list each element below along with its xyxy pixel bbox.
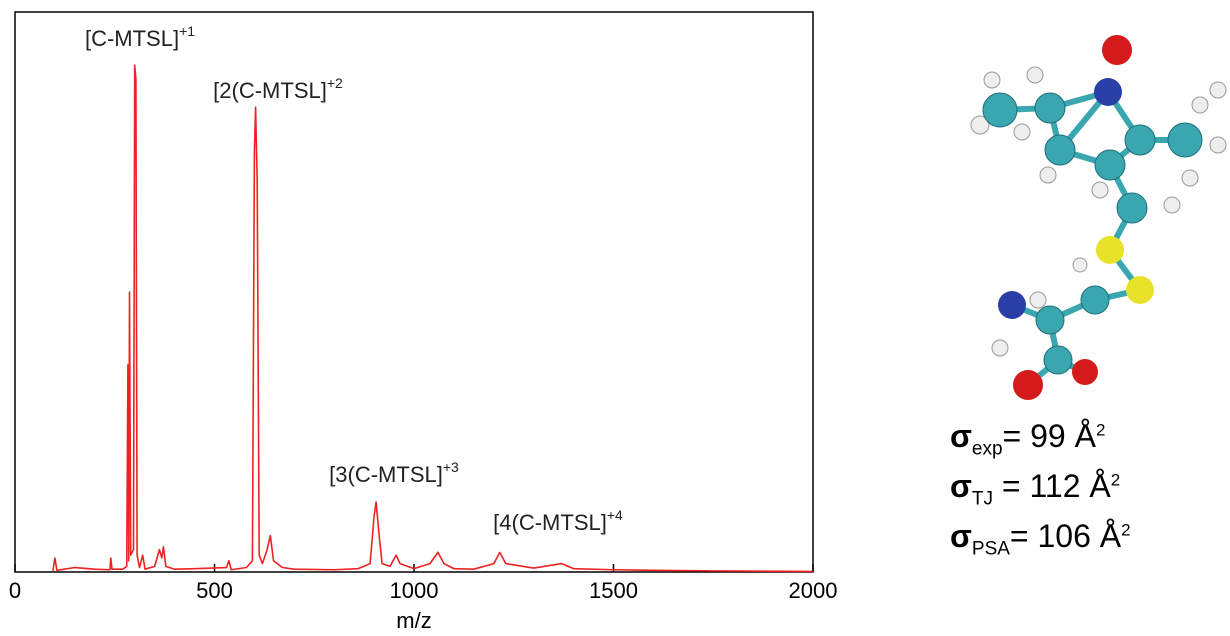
peak-annotation: [4(C-MTSL]+4 [493, 507, 623, 535]
sigma-subscript: TJ [972, 488, 993, 509]
sigma-symbol: σ [950, 418, 972, 454]
cross-section: σTJ = 112 Å2 [950, 468, 1120, 510]
sigma-value: = 106 Å [1010, 518, 1121, 554]
annotation-charge: +4 [607, 507, 623, 523]
sigma-value: = 99 Å [1003, 418, 1096, 454]
sigma-symbol: σ [950, 468, 972, 504]
annotation-text: [2(C-MTSL] [213, 78, 327, 103]
page: {"chart_data": {"type": "line", "xlabel"… [0, 0, 1230, 636]
x-axis-label: m/z [396, 608, 431, 633]
annotation-text: [4(C-MTSL] [493, 510, 607, 535]
spectrum-line [53, 65, 813, 571]
annotation-text: [C-MTSL] [85, 26, 179, 51]
sigma-symbol: σ [950, 518, 972, 554]
chart: m/z 0 500 1000 1500 2000 [C-MTSL]+1 [2(C-MTSL]… [0, 0, 900, 636]
peak-annotation: [3(C-MTSL]+3 [329, 459, 459, 487]
sigma-subscript: exp [972, 438, 1003, 459]
sigma-value: = 112 Å [993, 468, 1111, 504]
x-tick-label: 0 [9, 578, 21, 603]
unit-exponent: 2 [1111, 470, 1120, 489]
unit-exponent: 2 [1096, 420, 1105, 439]
annotation-text: [3(C-MTSL] [329, 462, 443, 487]
x-tick-label: 500 [196, 578, 233, 603]
x-tick-label: 1000 [390, 578, 439, 603]
peak-annotation: [2(C-MTSL]+2 [213, 75, 343, 103]
cross-section: σPSA= 106 Å2 [950, 518, 1131, 560]
annotation-charge: +3 [443, 459, 459, 475]
sigma-subscript: PSA [972, 538, 1010, 559]
unit-exponent: 2 [1121, 520, 1130, 539]
annotation-charge: +1 [179, 23, 195, 39]
molecule [900, 0, 1230, 420]
annotation-charge: +2 [327, 75, 343, 91]
peak-annotation: [C-MTSL]+1 [85, 23, 195, 51]
x-tick-label: 2000 [789, 578, 838, 603]
cross-section: σexp= 99 Å2 [950, 418, 1105, 460]
x-tick-label: 1500 [589, 578, 638, 603]
